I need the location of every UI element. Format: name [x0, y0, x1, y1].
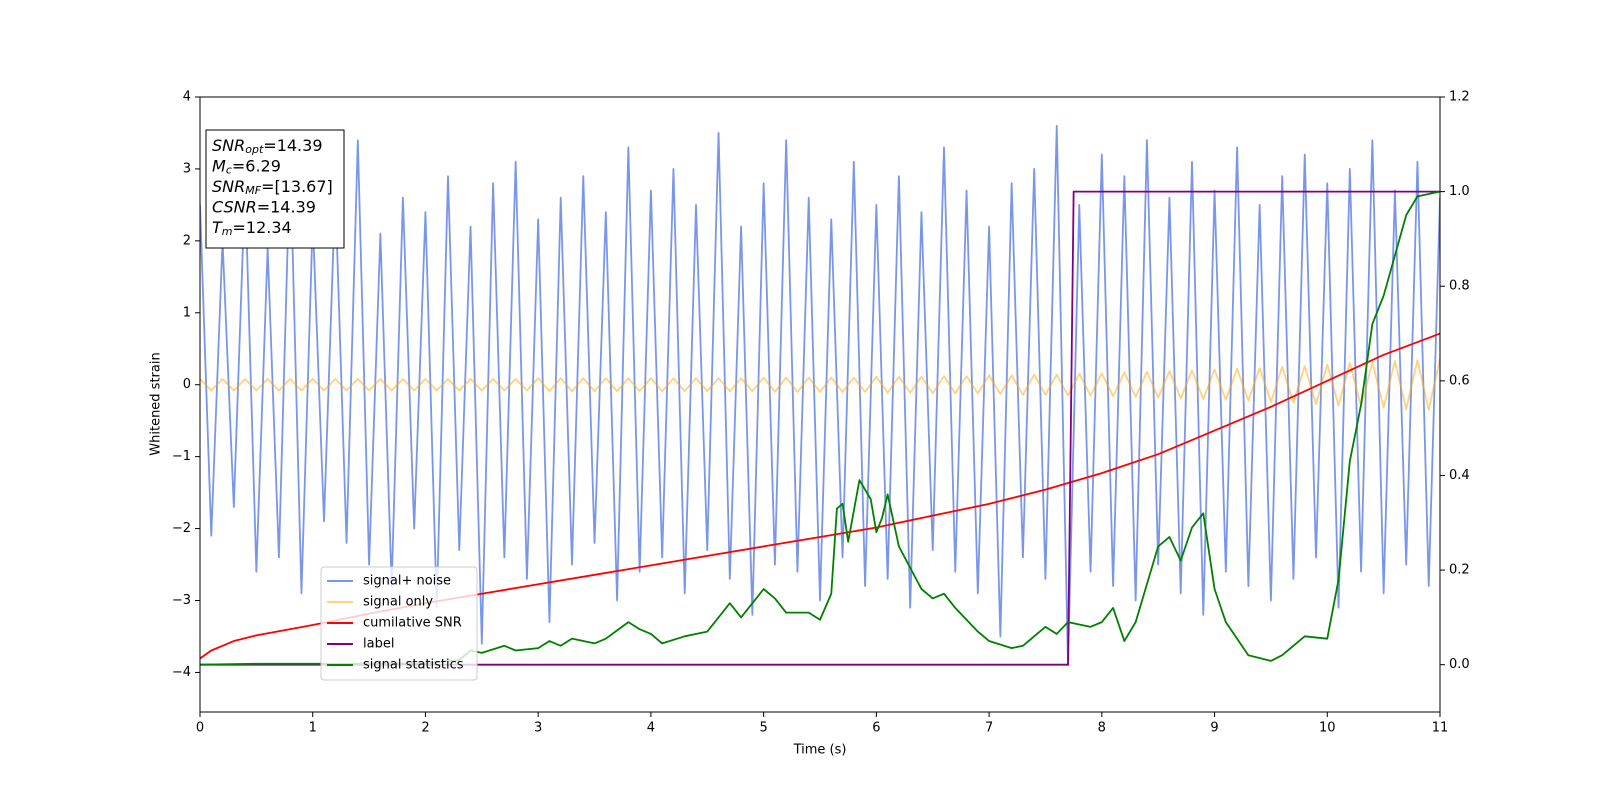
- info-value: =14.39: [263, 136, 322, 155]
- y2-tick-label: 1.2: [1449, 90, 1470, 105]
- series-line: [200, 190, 1440, 666]
- info-box: SNRopt=14.39Mc=6.29SNRMF=[13.67]CSNR=14.…: [205, 129, 345, 249]
- info-subscript: MF: [245, 184, 261, 197]
- info-subscript: c: [226, 164, 232, 177]
- y2-tick-label: 0.0: [1449, 657, 1470, 672]
- info-line: CSNR=14.39: [212, 197, 316, 216]
- x-tick-label: 5: [759, 721, 767, 736]
- x-tick-label: 4: [647, 721, 655, 736]
- info-symbol: M: [212, 156, 226, 175]
- x-axis-label: Time (s): [793, 743, 847, 758]
- info-symbol: SNR: [212, 177, 245, 196]
- y-tick-label: 2: [183, 233, 191, 248]
- y-tick-label: 3: [183, 161, 191, 176]
- y-axis-label: Whitened strain: [149, 352, 164, 455]
- legend-label: signal only: [363, 595, 433, 610]
- y-tick-label: −3: [172, 593, 191, 608]
- series-line: [200, 124, 1440, 667]
- info-symbol: CSNR: [212, 197, 257, 216]
- info-line: SNRMF=[13.67]: [212, 177, 333, 198]
- y2-tick-label: 0.6: [1449, 373, 1470, 388]
- y-tick-label: 4: [183, 90, 191, 105]
- legend-label: signal+ noise: [363, 574, 451, 589]
- info-subscript: opt: [245, 143, 264, 156]
- info-symbol: T: [212, 218, 223, 237]
- x-tick-label: 11: [1432, 721, 1449, 736]
- series-line: [200, 332, 1440, 660]
- info-line: Mc=6.29: [212, 156, 281, 177]
- x-tick-label: 6: [872, 721, 880, 736]
- y2-tick-label: 0.2: [1449, 563, 1470, 578]
- x-tick-label: 9: [1210, 721, 1218, 736]
- x-tick-label: 7: [985, 721, 993, 736]
- x-tick-label: 0: [196, 721, 204, 736]
- x-tick-label: 3: [534, 721, 542, 736]
- plot-area: [200, 124, 1440, 667]
- x-tick-label: 8: [1098, 721, 1106, 736]
- series-line: [200, 190, 1440, 666]
- x-tick-label: 2: [421, 721, 429, 736]
- info-line: SNRopt=14.39: [212, 136, 323, 157]
- info-value: =6.29: [232, 156, 281, 175]
- info-subscript: m: [222, 225, 233, 238]
- y2-tick-label: 0.4: [1449, 468, 1470, 483]
- x-tick-label: 1: [309, 721, 317, 736]
- info-symbol: SNR: [212, 136, 245, 155]
- axes-frame: [199, 96, 1441, 713]
- info-line: Tm=12.34: [212, 218, 292, 239]
- info-value: =14.39: [257, 197, 316, 216]
- legend-label: label: [363, 637, 394, 652]
- x-tick-label: 10: [1319, 721, 1336, 736]
- legend: signal+ noise signal only cumilative SNR la…: [320, 566, 478, 681]
- y2-tick-label: 1.0: [1449, 184, 1470, 199]
- series-line: [200, 358, 1440, 411]
- legend-label: signal statistics: [363, 658, 464, 673]
- info-box-frame: [205, 129, 345, 249]
- y-tick-label: −2: [172, 521, 191, 536]
- y-tick-label: 0: [183, 377, 191, 392]
- legend-label: cumilative SNR: [363, 616, 462, 631]
- info-value: =[13.67]: [261, 177, 333, 196]
- legend-frame: [320, 566, 478, 681]
- y-tick-label: −1: [172, 449, 191, 464]
- y2-tick-label: 0.8: [1449, 279, 1470, 294]
- y-tick-label: −4: [172, 665, 191, 680]
- info-value: =12.34: [233, 218, 292, 237]
- y-tick-label: 1: [183, 305, 191, 320]
